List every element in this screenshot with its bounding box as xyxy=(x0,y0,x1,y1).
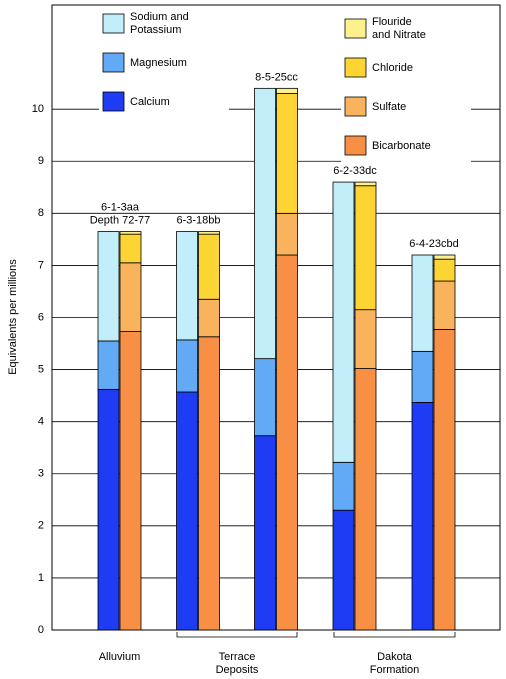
legend-swatch xyxy=(344,57,367,78)
bar-segment xyxy=(433,254,456,260)
bar-segment xyxy=(433,258,456,282)
bar-segment xyxy=(254,87,276,360)
bar-segment xyxy=(276,93,298,214)
sample-label: 8-5-25cc xyxy=(255,71,298,83)
legend-label: Flouride and Nitrate xyxy=(372,16,426,41)
group-bracket xyxy=(333,632,456,638)
bar-segment xyxy=(332,509,355,631)
bar-segment xyxy=(354,181,377,187)
legend-swatch xyxy=(344,18,367,39)
y-tick-label: 10 xyxy=(32,103,44,115)
bar-segment xyxy=(411,401,434,631)
legend-swatch xyxy=(344,135,367,156)
legend-label: Calcium xyxy=(130,96,170,108)
bar-segment xyxy=(97,388,120,631)
bar-segment xyxy=(433,329,456,631)
bar-segment xyxy=(411,254,434,352)
legend-label: Magnesium xyxy=(130,57,187,69)
y-tick-label: 5 xyxy=(38,363,44,375)
bar-segment xyxy=(119,233,142,264)
group-bracket xyxy=(176,632,298,638)
y-tick-label: 4 xyxy=(38,416,44,428)
legend-swatch xyxy=(102,52,125,73)
bar-segment xyxy=(354,368,377,631)
bar-segment xyxy=(119,262,142,332)
bar-segment xyxy=(176,339,198,393)
legend-swatch xyxy=(102,91,125,112)
y-tick-label: 7 xyxy=(38,259,44,271)
sample-label: 6-2-33dc xyxy=(333,165,377,177)
bar-segment xyxy=(119,231,142,235)
bar-segment xyxy=(176,231,198,341)
bar-segment xyxy=(411,350,434,403)
legend-label: Bicarbonate xyxy=(372,140,431,152)
bar-segment xyxy=(198,336,220,631)
group-label: Dakota Formation xyxy=(370,651,420,676)
group-label: Alluvium xyxy=(99,651,141,663)
bar-segment xyxy=(254,358,276,437)
y-axis-label: Equivalents per millions xyxy=(7,259,19,375)
bar-segment xyxy=(97,340,120,390)
legend-swatch xyxy=(102,13,125,34)
bar-segment xyxy=(254,435,276,631)
bar-segment xyxy=(198,298,220,338)
y-tick-label: 0 xyxy=(38,624,44,636)
y-tick-label: 1 xyxy=(38,572,44,584)
bar-segment xyxy=(354,309,377,369)
y-tick-label: 8 xyxy=(38,207,44,219)
bar-segment xyxy=(198,231,220,235)
bar-segment xyxy=(276,254,298,631)
sample-label: 6-4-23cbd xyxy=(409,238,459,250)
bar-segment xyxy=(332,181,355,463)
sample-label: 6-3-18bb xyxy=(176,215,220,227)
legend-label: Sodium and Potassium xyxy=(130,11,189,36)
legend-swatch xyxy=(344,96,367,117)
y-tick-label: 2 xyxy=(38,520,44,532)
bar-segment xyxy=(433,280,456,330)
bar-segment xyxy=(176,391,198,631)
y-tick-label: 6 xyxy=(38,311,44,323)
y-tick-label: 3 xyxy=(38,468,44,480)
bar-segment xyxy=(198,233,220,300)
bar-segment xyxy=(97,231,120,342)
legend-label: Sulfate xyxy=(372,101,406,113)
bar-segment xyxy=(276,212,298,256)
bar-segment xyxy=(354,185,377,311)
bar-segment xyxy=(276,87,298,94)
legend-label: Chloride xyxy=(372,62,413,74)
bar-segment xyxy=(332,461,355,511)
sample-label: 6-1-3aa Depth 72-77 xyxy=(90,202,151,227)
bar-segment xyxy=(119,331,142,631)
group-label: Terrace Deposits xyxy=(216,651,259,676)
y-tick-label: 9 xyxy=(38,155,44,167)
